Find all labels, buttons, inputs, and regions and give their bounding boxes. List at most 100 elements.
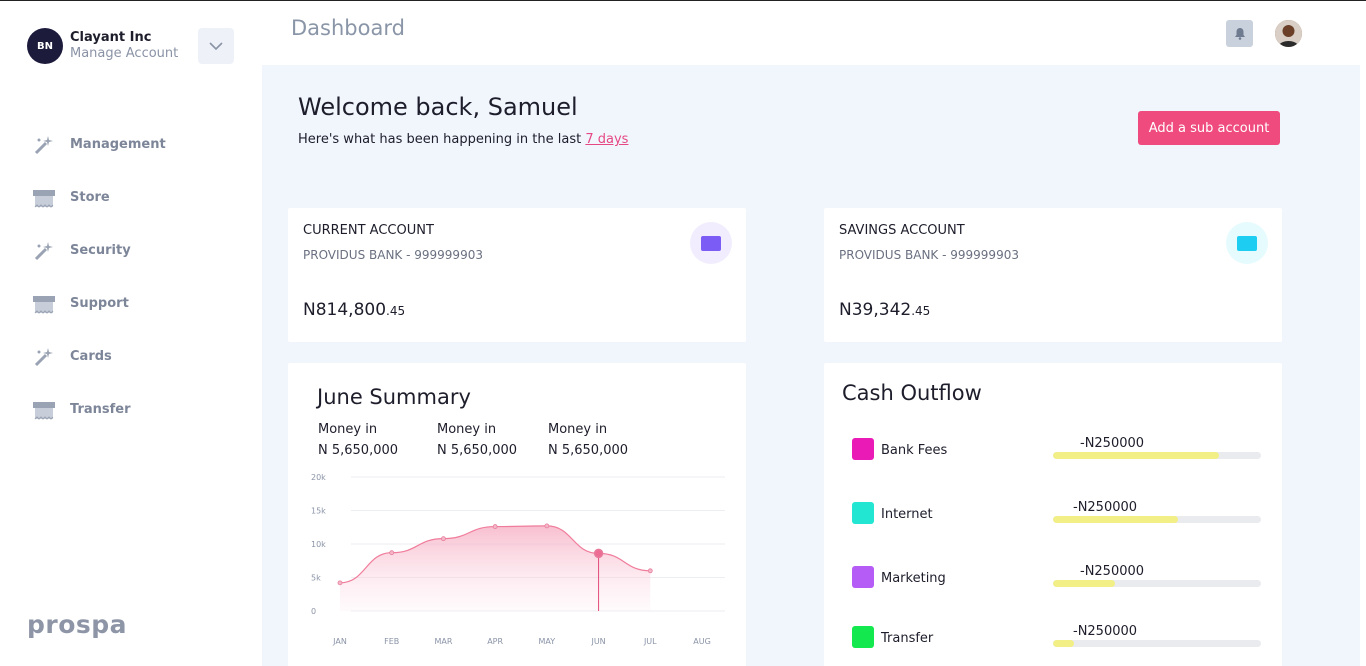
sidebar-item-label: Cards [70,349,112,364]
account-bank: PROVIDUS BANK - 999999903 [303,248,483,262]
sidebar-item-store[interactable]: Store [32,171,166,224]
sidebar-item-support[interactable]: Support [32,277,166,330]
money-in-value: N 5,650,000 [437,443,518,458]
account-balance: N814,800.45 [303,300,405,320]
sidebar-nav: Management Store Security Support Cards … [32,118,166,436]
money-in-label: Money in [548,422,608,437]
data-point [593,548,604,559]
sidebar-item-label: Store [70,190,110,205]
sidebar-item-label: Support [70,296,129,311]
x-tick-label: FEB [384,637,399,646]
outflow-label: Internet [881,507,933,522]
y-tick-label: 5k [311,574,321,583]
data-point [647,568,653,574]
balance-decimal: .45 [911,304,931,318]
notifications-button[interactable] [1226,20,1253,47]
money-in-label: Money in [318,422,378,437]
outflow-label: Bank Fees [881,443,948,458]
period-link[interactable]: 7 days [585,132,629,147]
wand-icon [32,239,56,263]
outflow-row-bank-fees: Bank Fees -N250000 [852,436,1262,466]
sidebar-item-transfer[interactable]: Transfer [32,383,166,436]
user-photo-icon [1275,20,1302,47]
balance-main: N39,342 [839,300,912,320]
chevron-down-icon [209,41,223,50]
wallet-icon [1226,222,1268,264]
money-chart: 0 5k 10k 15k 20k JAN FEB MAR APR MAY JUN JUL AUG [311,473,725,646]
x-tick-label: MAY [539,637,556,646]
sidebar-item-cards[interactable]: Cards [32,330,166,383]
subtitle-text: Here's what has been happening in the la… [298,132,586,147]
org-dropdown-button[interactable] [198,28,234,64]
money-in-column: Money in N 5,650,000 [318,419,398,461]
cash-outflow-card: Cash Outflow Bank Fees -N250000 Internet… [824,363,1282,666]
money-in-column: Money in N 5,650,000 [437,419,517,461]
outflow-amount: -N250000 [1073,500,1138,515]
chart-area [340,525,651,611]
wand-icon [32,345,56,369]
x-tick-label: APR [487,637,503,646]
welcome-subtitle: Here's what has been happening in the la… [298,132,628,147]
org-avatar: BN [27,28,63,64]
account-bank: PROVIDUS BANK - 999999903 [839,248,1019,262]
outflow-label: Marketing [881,571,946,586]
sidebar-item-management[interactable]: Management [32,118,166,171]
store-icon [32,398,56,422]
summary-card: June Summary Money in N 5,650,000 Money … [288,363,746,666]
org-name: Clayant Inc [70,30,152,45]
data-point [544,523,550,529]
summary-title: June Summary [317,385,471,409]
manage-account-link[interactable]: Manage Account [70,46,179,61]
color-swatch [852,566,874,588]
user-avatar[interactable] [1275,20,1302,47]
money-in-value: N 5,650,000 [318,443,399,458]
data-point [492,524,498,529]
page-title: Dashboard [291,16,405,40]
money-in-column: Money in N 5,650,000 [548,419,628,461]
outflow-label: Transfer [881,631,934,646]
color-swatch [852,502,874,524]
org-switcher[interactable]: BN Clayant Inc Manage Account [27,28,178,64]
outflow-bar-fill [1053,516,1178,523]
data-point [337,580,343,586]
color-swatch [852,626,874,648]
x-tick-label: JAN [332,637,347,646]
color-swatch [852,438,874,460]
wand-icon [32,133,56,157]
main-content: Welcome back, Samuel Here's what has bee… [262,65,1360,666]
y-tick-label: 15k [311,507,326,516]
data-point [441,536,446,542]
sidebar-item-label: Security [70,243,131,258]
sidebar-item-security[interactable]: Security [32,224,166,277]
x-tick-label: JUL [643,637,657,646]
outflow-amount: -N250000 [1080,564,1145,579]
x-tick-label: AUG [693,637,711,646]
balance-decimal: .45 [386,304,406,318]
x-tick-label: JUN [590,637,605,646]
money-in-value: N 5,650,000 [548,443,629,458]
store-icon [32,292,56,316]
x-tick-label: MAR [434,637,452,646]
outflow-row-transfer: Transfer -N250000 [852,624,1262,654]
sidebar: BN Clayant Inc Manage Account Management… [0,1,262,666]
account-title: CURRENT ACCOUNT [303,223,434,238]
welcome-heading: Welcome back, Samuel [298,93,578,121]
balance-main: N814,800 [303,300,387,320]
outflow-bar-fill [1053,452,1220,459]
store-icon [32,186,56,210]
add-sub-account-button[interactable]: Add a sub account [1138,111,1280,145]
outflow-bar [1053,516,1261,523]
savings-account-card[interactable]: SAVINGS ACCOUNT PROVIDUS BANK - 99999990… [824,208,1282,342]
data-point [389,550,395,556]
outflow-title: Cash Outflow [842,381,982,405]
brand-logo: prospa [27,610,128,639]
sidebar-item-label: Transfer [70,402,131,417]
current-account-card[interactable]: CURRENT ACCOUNT PROVIDUS BANK - 99999990… [288,208,746,342]
money-in-label: Money in [437,422,497,437]
wallet-icon [690,222,732,264]
outflow-amount: -N250000 [1080,436,1145,451]
outflow-amount: -N250000 [1073,624,1138,639]
outflow-row-internet: Internet -N250000 [852,500,1262,530]
outflow-row-marketing: Marketing -N250000 [852,564,1262,594]
sidebar-item-label: Management [70,137,166,152]
